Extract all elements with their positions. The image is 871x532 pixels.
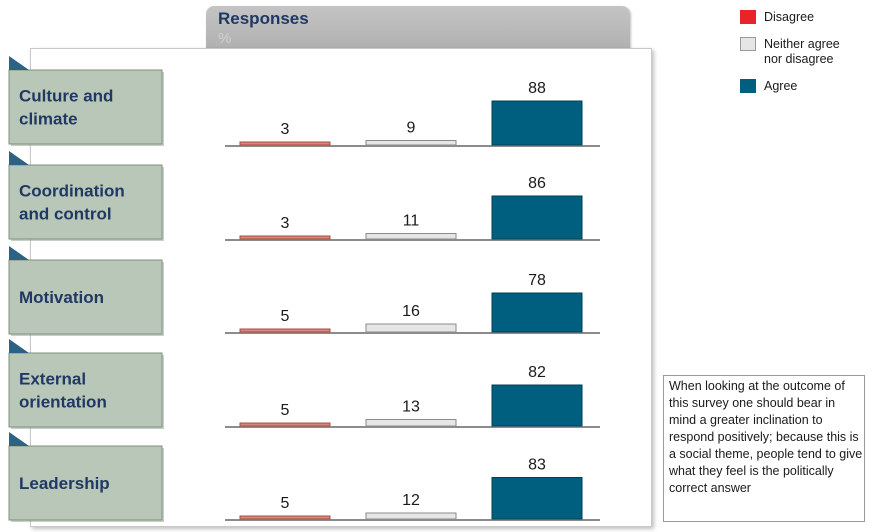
legend-label-neither-line1: Neither agree: [764, 37, 840, 51]
label-box-leadership: [8, 445, 163, 521]
bar-leadership-disagree: [239, 515, 331, 520]
legend-item-agree: Agree: [740, 79, 797, 94]
bar-coordination-and-control-neither: [365, 233, 457, 240]
value-label-external-orientation-disagree: 5: [281, 402, 290, 419]
label-box-culture-and-climate: [8, 69, 163, 145]
value-label-coordination-and-control-neither: 11: [403, 213, 420, 230]
panel-label-culture-and-climate-2: climate: [19, 110, 78, 129]
value-label-coordination-and-control-agree: 86: [528, 175, 546, 192]
bar-coordination-and-control-agree: [491, 195, 583, 240]
legend-label-neither-line2: nor disagree: [764, 52, 834, 66]
value-label-leadership-disagree: 5: [281, 495, 290, 512]
bar-leadership-neither: [365, 512, 457, 520]
value-label-motivation-disagree: 5: [281, 308, 290, 325]
value-label-external-orientation-agree: 82: [528, 364, 546, 381]
legend-item-neither: Neither agree nor disagree: [740, 37, 840, 67]
bar-motivation-agree: [491, 292, 583, 333]
bar-external-orientation-disagree: [239, 422, 331, 427]
note-box: When looking at the outcome of this surv…: [663, 375, 865, 522]
label-tab-culture-and-climate: [9, 56, 29, 70]
label-tab-coordination-and-control: [9, 151, 29, 165]
panel-label-external-orientation-2: orientation: [19, 393, 107, 412]
value-label-leadership-neither: 12: [402, 492, 420, 509]
bar-coordination-and-control-disagree: [239, 235, 331, 240]
legend-swatch-disagree: [740, 10, 756, 24]
label-tab-external-orientation: [9, 339, 29, 353]
value-label-leadership-agree: 83: [528, 457, 546, 474]
label-box-external-orientation: [8, 352, 163, 428]
legend-item-disagree: Disagree: [740, 10, 814, 25]
value-label-motivation-agree: 78: [528, 272, 546, 289]
chart-title: Responses: [218, 9, 309, 28]
bar-motivation-neither: [365, 323, 457, 333]
legend-label-disagree: Disagree: [764, 10, 815, 24]
label-tab-motivation: [9, 246, 29, 260]
panel-label-coordination-and-control-1: Coordination: [19, 182, 125, 201]
label-box-motivation: [8, 259, 163, 335]
legend-label-agree: Agree: [764, 79, 798, 93]
value-label-culture-and-climate-disagree: 3: [281, 121, 290, 138]
label-box-coordination-and-control: [8, 164, 163, 240]
bar-external-orientation-agree: [491, 384, 583, 427]
bar-leadership-agree: [491, 477, 583, 520]
panel-label-external-orientation-1: External: [19, 370, 86, 389]
value-label-motivation-neither: 16: [402, 303, 420, 320]
panel-label-motivation-1: Motivation: [19, 288, 104, 307]
bar-culture-and-climate-neither: [365, 140, 457, 146]
bar-external-orientation-neither: [365, 419, 457, 427]
panel-label-coordination-and-control-2: and control: [19, 205, 112, 224]
unit-label: %: [218, 30, 232, 47]
value-label-external-orientation-neither: 13: [402, 399, 420, 416]
legend-label-neither: Neither agree nor disagree: [764, 37, 840, 67]
value-label-culture-and-climate-neither: 9: [407, 120, 416, 137]
panel-label-leadership-1: Leadership: [19, 474, 110, 493]
panel-label-culture-and-climate-1: Culture and: [19, 87, 113, 106]
legend-swatch-neither: [740, 37, 756, 51]
legend-swatch-agree: [740, 79, 756, 93]
bar-culture-and-climate-disagree: [239, 141, 331, 146]
label-tab-leadership: [9, 432, 29, 446]
value-label-culture-and-climate-agree: 88: [528, 80, 546, 97]
value-label-coordination-and-control-disagree: 3: [281, 215, 290, 232]
bar-motivation-disagree: [239, 328, 331, 333]
bar-culture-and-climate-agree: [491, 100, 583, 146]
